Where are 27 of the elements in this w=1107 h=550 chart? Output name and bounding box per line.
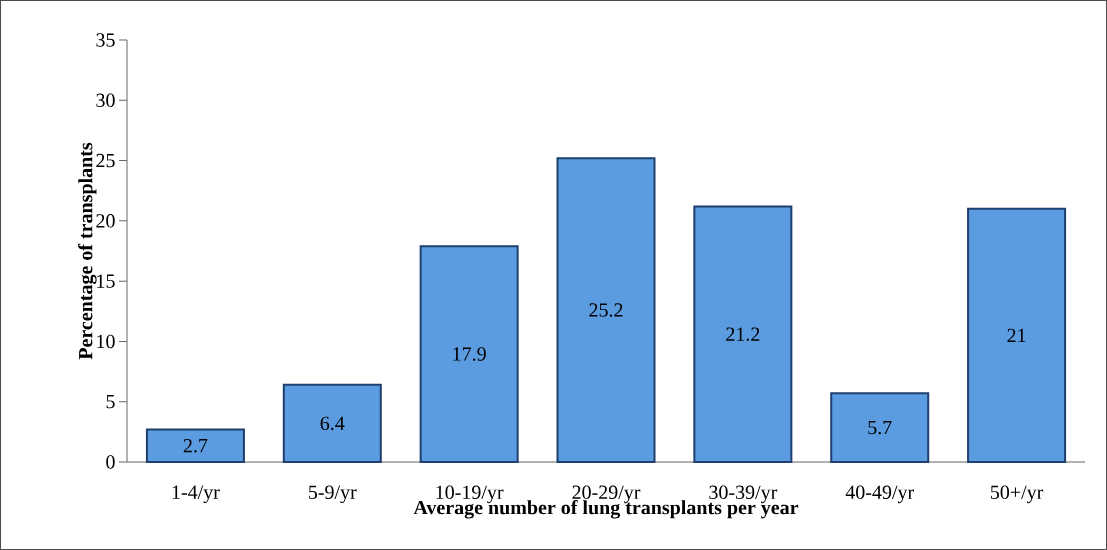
data-label: 21 [1007,328,1026,343]
y-axis-title: Percentage of transplants [78,142,97,360]
data-label: 17.9 [453,347,486,361]
bar [693,205,793,463]
x-tick-label: 50+/yr [990,485,1044,504]
bar [967,207,1067,463]
y-tick-label: 35 [96,33,115,47]
y-tick-label: 25 [96,153,115,168]
data-label: 6.4 [320,416,345,431]
bar [419,245,519,463]
x-tick-label: 40-49/yr [845,485,914,504]
x-tick-label: 5-9/yr [309,485,357,504]
data-label: 5.7 [868,420,892,435]
data-label: 2.7 [183,438,208,453]
bar [556,157,656,463]
y-tick-label: 10 [97,334,115,349]
y-tick-label: 20 [96,214,115,228]
x-tick-label: 1-4/yr [172,485,220,504]
bar [830,392,930,463]
y-tick-label: 0 [106,455,115,469]
y-tick-label: 15 [97,274,115,288]
bar [282,383,382,463]
bar [145,428,245,463]
data-label: 21.2 [726,327,760,341]
y-tick-label: 30 [96,93,115,108]
data-label: 25.2 [589,303,623,317]
y-tick-label: 5 [106,395,115,409]
